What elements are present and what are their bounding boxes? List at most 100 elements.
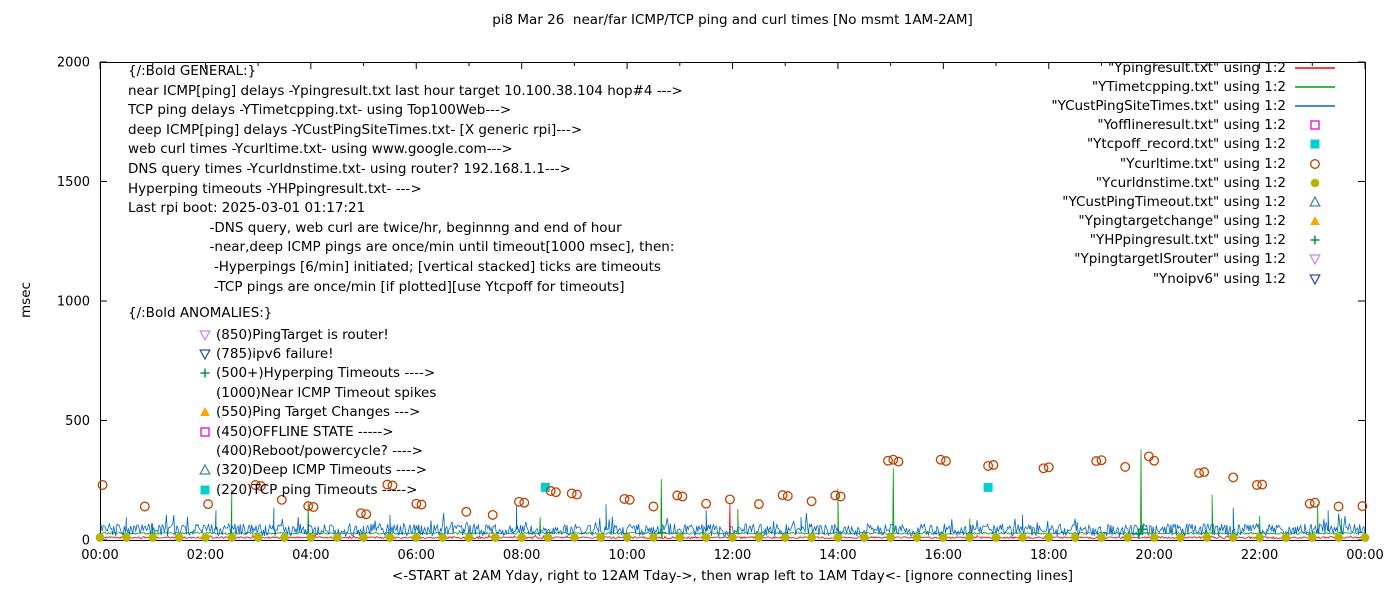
x-tick-label: 12:00: [714, 548, 751, 563]
legend-entry: "Ypingresult.txt" using 1:2: [1051, 58, 1338, 77]
legend-entry: "YHPpingresult.txt" using 1:2: [1051, 231, 1338, 250]
anomaly-key-item: (320)Deep ICMP Timeouts ---->: [198, 461, 436, 480]
x-tick-label: 14:00: [819, 548, 856, 563]
legend-entry: "Ypingtargetchange" using 1:2: [1051, 212, 1338, 231]
legend-triangle-down-open-icon: [1292, 252, 1338, 266]
general-annotation-block: {/:Bold GENERAL:} near ICMP[ping] delays …: [128, 62, 683, 297]
general-annotation-line: deep ICMP[ping] delays -YCustPingSiteTim…: [128, 121, 583, 138]
line-series-YTimetcpping.txt: [99, 449, 1365, 536]
legend-line-sample: [1292, 80, 1338, 94]
general-annotation-line: -DNS query, web curl are twice/hr, begin…: [128, 219, 622, 236]
legend-plus-icon: [1292, 233, 1338, 247]
scatter-series-Ycurltime.txt: [97, 451, 1368, 520]
legend-square-filled-icon: [1292, 137, 1338, 151]
legend-entry-label: "Ytcpoff_record.txt" using 1:2: [1086, 136, 1286, 153]
anomaly-key-text: (220)TCP ping Timeouts ----->: [216, 481, 418, 498]
legend-entry: "YCustPingSiteTimes.txt" using 1:2: [1051, 96, 1338, 115]
legend-entry: "YpingtargetISrouter" using 1:2: [1051, 250, 1338, 269]
anomaly-key-item: (450)OFFLINE STATE ----->: [198, 422, 436, 441]
anomaly-key-item: (1000)Near ICMP Timeout spikes: [198, 383, 436, 402]
legend-circle-filled-icon: [1292, 176, 1338, 190]
x-tick-label: 18:00: [1030, 548, 1067, 563]
legend-entry: "Yofflineresult.txt" using 1:2: [1051, 116, 1338, 135]
anomaly-key-text: (450)OFFLINE STATE ----->: [216, 423, 394, 440]
x-tick-label: 00:00: [81, 548, 118, 563]
legend-line-sample: [1292, 61, 1338, 75]
legend-entry: "Ycurltime.txt" using 1:2: [1051, 154, 1338, 173]
legend-entry-label: "Ycurltime.txt" using 1:2: [1119, 155, 1286, 172]
anomaly-plus-icon: [198, 366, 216, 380]
general-annotation-line: {/:Bold GENERAL:}: [128, 63, 257, 79]
legend-entry: "Ycurldnstime.txt" using 1:2: [1051, 173, 1338, 192]
x-axis-ticks: 00:00 02:00 04:00 06:00 08:00 10:00 12:00 14:00…: [81, 62, 1384, 563]
legend-line-sample: [1292, 99, 1338, 113]
y-tick-label: 2000: [57, 56, 90, 71]
general-annotation-line: -TCP pings are once/min [if plotted][use…: [128, 278, 625, 295]
x-tick-label: 02:00: [187, 548, 224, 563]
anomaly-key-text: (400)Reboot/powercycle? ---->: [216, 443, 423, 460]
anomaly-triangle-up-open-icon: [198, 463, 216, 477]
anomaly-key-item: (550)Ping Target Changes --->: [198, 403, 436, 422]
x-tick-label: 10:00: [608, 548, 645, 563]
legend-entry-label: "Ypingtargetchange" using 1:2: [1078, 213, 1286, 230]
anomaly-key-item: (785)ipv6 failure!: [198, 344, 436, 363]
general-annotation-line: -near,deep ICMP pings are once/min until…: [128, 239, 675, 256]
anomaly-key-text: (320)Deep ICMP Timeouts ---->: [216, 462, 427, 479]
y-tick-label: 1500: [57, 175, 90, 190]
y-tick-label: 0: [82, 534, 90, 549]
anomalies-annotation-header: {/:Bold ANOMALIES:}: [128, 305, 273, 321]
anomaly-key-text: (550)Ping Target Changes --->: [216, 404, 421, 421]
legend-entry-label: "YpingtargetISrouter" using 1:2: [1074, 251, 1286, 268]
scatter-series-Ytcpoff_record.txt: [540, 482, 993, 492]
x-tick-label: 22:00: [1241, 548, 1278, 563]
legend-entry: "YTimetcpping.txt" using 1:2: [1051, 77, 1338, 96]
legend-entry: "Ytcpoff_record.txt" using 1:2: [1051, 135, 1338, 154]
general-annotation-line: web curl times -Ycurltime.txt- using www…: [128, 141, 513, 158]
legend-entry-label: "YTimetcpping.txt" using 1:2: [1091, 78, 1286, 95]
legend-circle-open-icon: [1292, 157, 1338, 171]
general-annotation-line: TCP ping delays -YTimetcpping.txt- using…: [128, 102, 512, 119]
legend-triangle-up-open-icon: [1292, 195, 1338, 209]
y-tick-label: 500: [65, 414, 90, 429]
anomaly-key-item: (400)Reboot/powercycle? ---->: [198, 441, 436, 460]
anomaly-square-open-icon: [198, 425, 216, 439]
anomaly-key-item: (500+)Hyperping Timeouts ---->: [198, 364, 436, 383]
chart-title: pi8 Mar 26 near/far ICMP/TCP ping and cu…: [492, 12, 973, 28]
x-tick-label: 20:00: [1135, 548, 1172, 563]
anomaly-square-filled-icon: [198, 483, 216, 497]
legend-square-open-icon: [1292, 118, 1338, 132]
line-series-YCustPingSiteTimes.txt: [99, 504, 1366, 538]
legend-entry-label: "Ypingresult.txt" using 1:2: [1108, 59, 1286, 76]
legend-triangle-up-filled-icon: [1292, 214, 1338, 228]
x-tick-label: 08:00: [503, 548, 540, 563]
x-axis-label: <-START at 2AM Yday, right to 12AM Tday-…: [391, 568, 1074, 584]
general-annotation-line: Last rpi boot: 2025-03-01 01:17:21: [128, 200, 366, 217]
legend-entry: "Ynoipv6" using 1:2: [1051, 269, 1338, 288]
anomaly-key-item: (220)TCP ping Timeouts ----->: [198, 480, 436, 499]
anomaly-key-text: (785)ipv6 failure!: [216, 346, 334, 363]
general-annotation-line: -Hyperpings [6/min] initiated; [vertical…: [128, 258, 661, 275]
general-annotation-line: Hyperping timeouts -YHPpingresult.txt- -…: [128, 180, 422, 197]
legend-entry-label: "YCustPingTimeout.txt" using 1:2: [1062, 193, 1286, 210]
anomaly-key-text: (850)PingTarget is router!: [216, 326, 389, 343]
anomaly-triangle-down-open-icon: [198, 347, 216, 361]
legend-entry-label: "YHPpingresult.txt" using 1:2: [1089, 232, 1286, 249]
legend-entry-label: "Ynoipv6" using 1:2: [1152, 270, 1286, 287]
anomaly-key-item: (850)PingTarget is router!: [198, 325, 436, 344]
x-tick-label: 16:00: [925, 548, 962, 563]
anomalies-annotation-list: (850)PingTarget is router! (785)ipv6 fail…: [198, 325, 436, 500]
x-tick-label: 00:00: [1346, 548, 1383, 563]
general-annotation-line: near ICMP[ping] delays -Ypingresult.txt …: [128, 82, 683, 99]
legend: "Ypingresult.txt" using 1:2 "YTimetcpping…: [1051, 58, 1338, 288]
legend-entry: "YCustPingTimeout.txt" using 1:2: [1051, 192, 1338, 211]
legend-entry-label: "YCustPingSiteTimes.txt" using 1:2: [1051, 97, 1286, 114]
legend-entry-label: "Yofflineresult.txt" using 1:2: [1097, 117, 1286, 134]
anomaly-key-text: (500+)Hyperping Timeouts ---->: [216, 365, 436, 382]
legend-triangle-down-open-icon: [1292, 272, 1338, 286]
x-tick-label: 06:00: [398, 548, 435, 563]
general-annotation-line: DNS query times -Ycurldnstime.txt- using…: [128, 160, 571, 177]
anomaly-triangle-up-filled-icon: [198, 405, 216, 419]
y-tick-label: 1000: [57, 295, 90, 310]
scatter-series-YHPpingresult.txt: [657, 524, 1148, 539]
